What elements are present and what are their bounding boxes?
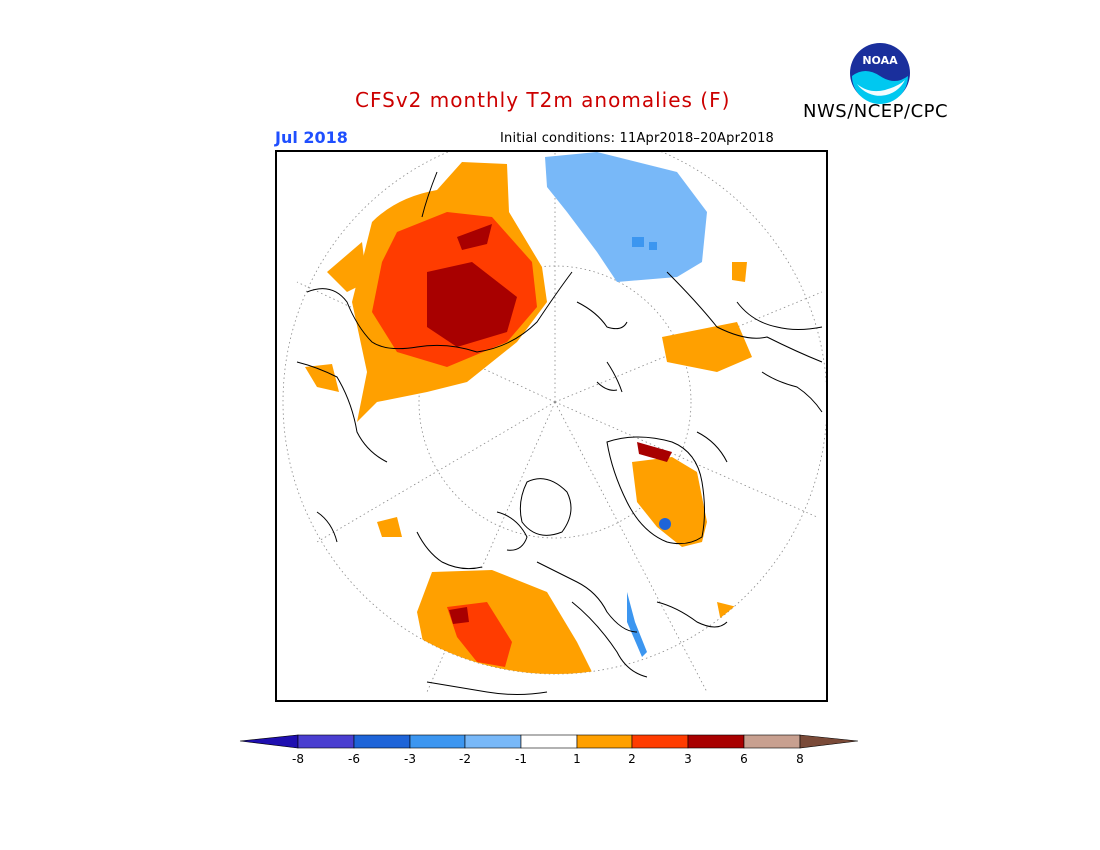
legend-tick-label: -1 [515,752,527,766]
legend-arrow-low [239,734,299,749]
organization-label: NWS/NCEP/CPC [803,101,949,122]
legend-swatch-neg2 [464,734,522,749]
legend-swatch-neg6 [353,734,411,749]
eurasia-hot-spot [457,224,492,250]
legend-tick-label: 3 [684,752,692,766]
pacific-cold-cell-2 [649,242,657,250]
anomaly-shading [305,152,752,674]
legend-tick-label: -2 [459,752,471,766]
pacific-cold-region [545,152,707,282]
greenland-cold-spot [659,518,671,530]
initial-conditions: Initial conditions: 11Apr2018–20Apr2018 [500,131,775,146]
legend-arrow-high [799,734,859,749]
legend-tick-label: 8 [796,752,804,766]
color-scale-bar [238,732,863,774]
coastlines [296,171,823,695]
eurasia-hot-core [427,262,517,347]
north-america-hot-spot [449,607,469,624]
noaa-logo-text: NOAA [862,54,898,67]
legend-swatch-2 [631,734,689,749]
bering-warm [732,262,747,282]
map-title: CFSv2 monthly T2m anomalies (F) [355,88,731,112]
legend-tick-label: 6 [740,752,748,766]
forecast-month: Jul 2018 [275,128,348,147]
legend-tick-label: 2 [628,752,636,766]
legend-tick-label: 1 [573,752,581,766]
north-america-warm [417,570,597,674]
greenland-hot-edge [637,442,672,462]
europe-warm [377,517,402,537]
africa-warm [305,364,339,392]
west-warm [327,242,367,292]
noaa-logo: NOAA [849,42,911,104]
legend-swatch-neg3 [409,734,466,749]
legend-swatch-neg8 [297,734,355,749]
alaska-warm [662,322,752,372]
legend-tick-label: -6 [348,752,360,766]
color-scale-svg [239,734,859,749]
legend-tick-label: -3 [404,752,416,766]
anomaly-map-svg [282,152,826,695]
legend-swatch-3 [687,734,745,749]
legend-swatch-1 [576,734,633,749]
greenland-warm [632,457,707,547]
legend-tick-label: -8 [292,752,304,766]
legend-swatch-6 [743,734,801,749]
polar-map [275,150,828,702]
legend-swatch-neutral [520,734,578,749]
labrador-cold [627,592,647,657]
east-atlantic-warm [717,602,742,632]
pacific-cold-cell [632,237,644,247]
